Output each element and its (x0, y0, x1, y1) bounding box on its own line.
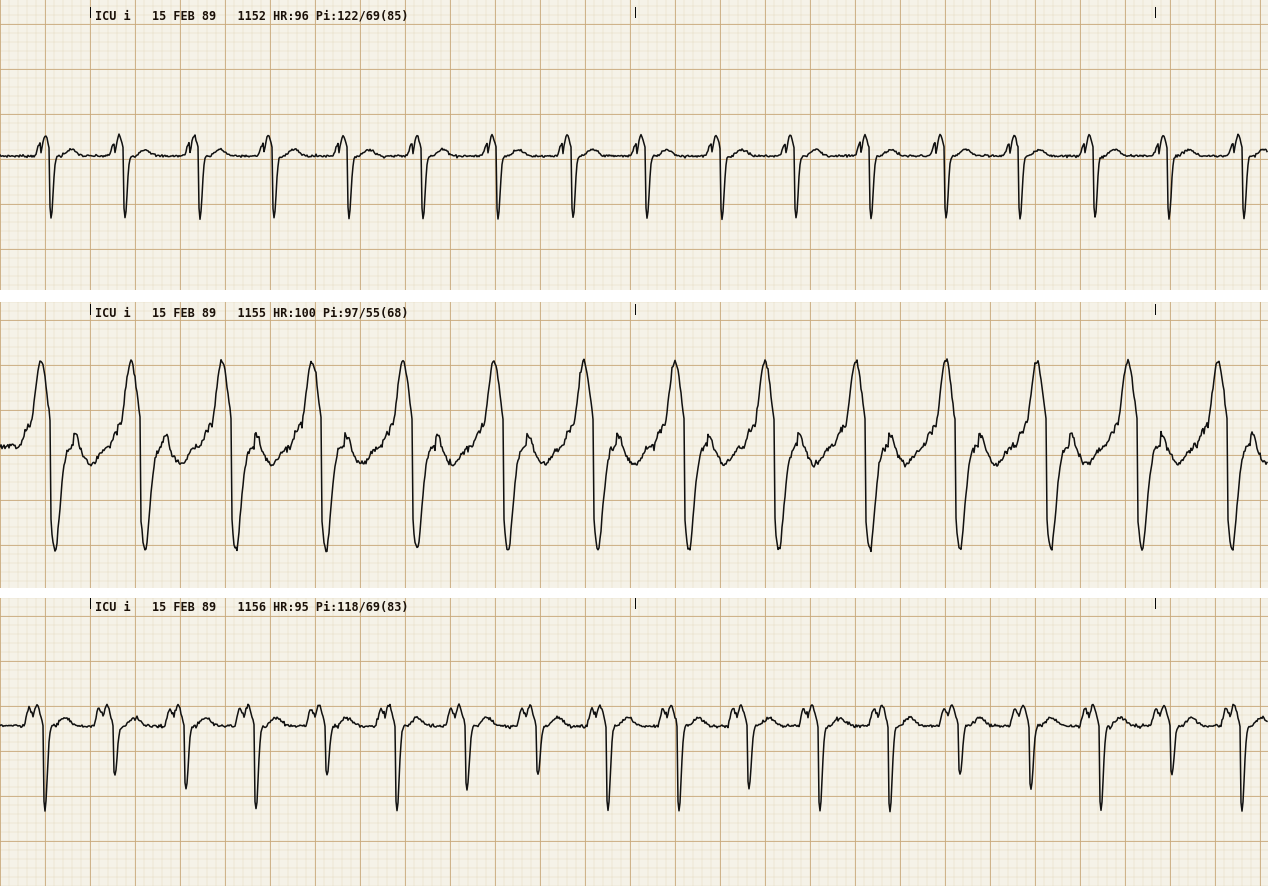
Bar (0, 290, 1268, 302)
Text: ICU i   15 FEB 89   1156 HR:95 Pi:118/69(83): ICU i 15 FEB 89 1156 HR:95 Pi:118/69(83) (95, 600, 408, 613)
Bar (0, 294, 1268, 590)
Bar (0, 0, 1268, 294)
Bar (0, 588, 1268, 598)
Text: ICU i   15 FEB 89   1152 HR:96 Pi:122/69(85): ICU i 15 FEB 89 1152 HR:96 Pi:122/69(85) (95, 9, 408, 22)
Bar (0, 590, 1268, 886)
Text: ICU i   15 FEB 89   1155 HR:100 Pi:97/55(68): ICU i 15 FEB 89 1155 HR:100 Pi:97/55(68) (95, 306, 408, 319)
